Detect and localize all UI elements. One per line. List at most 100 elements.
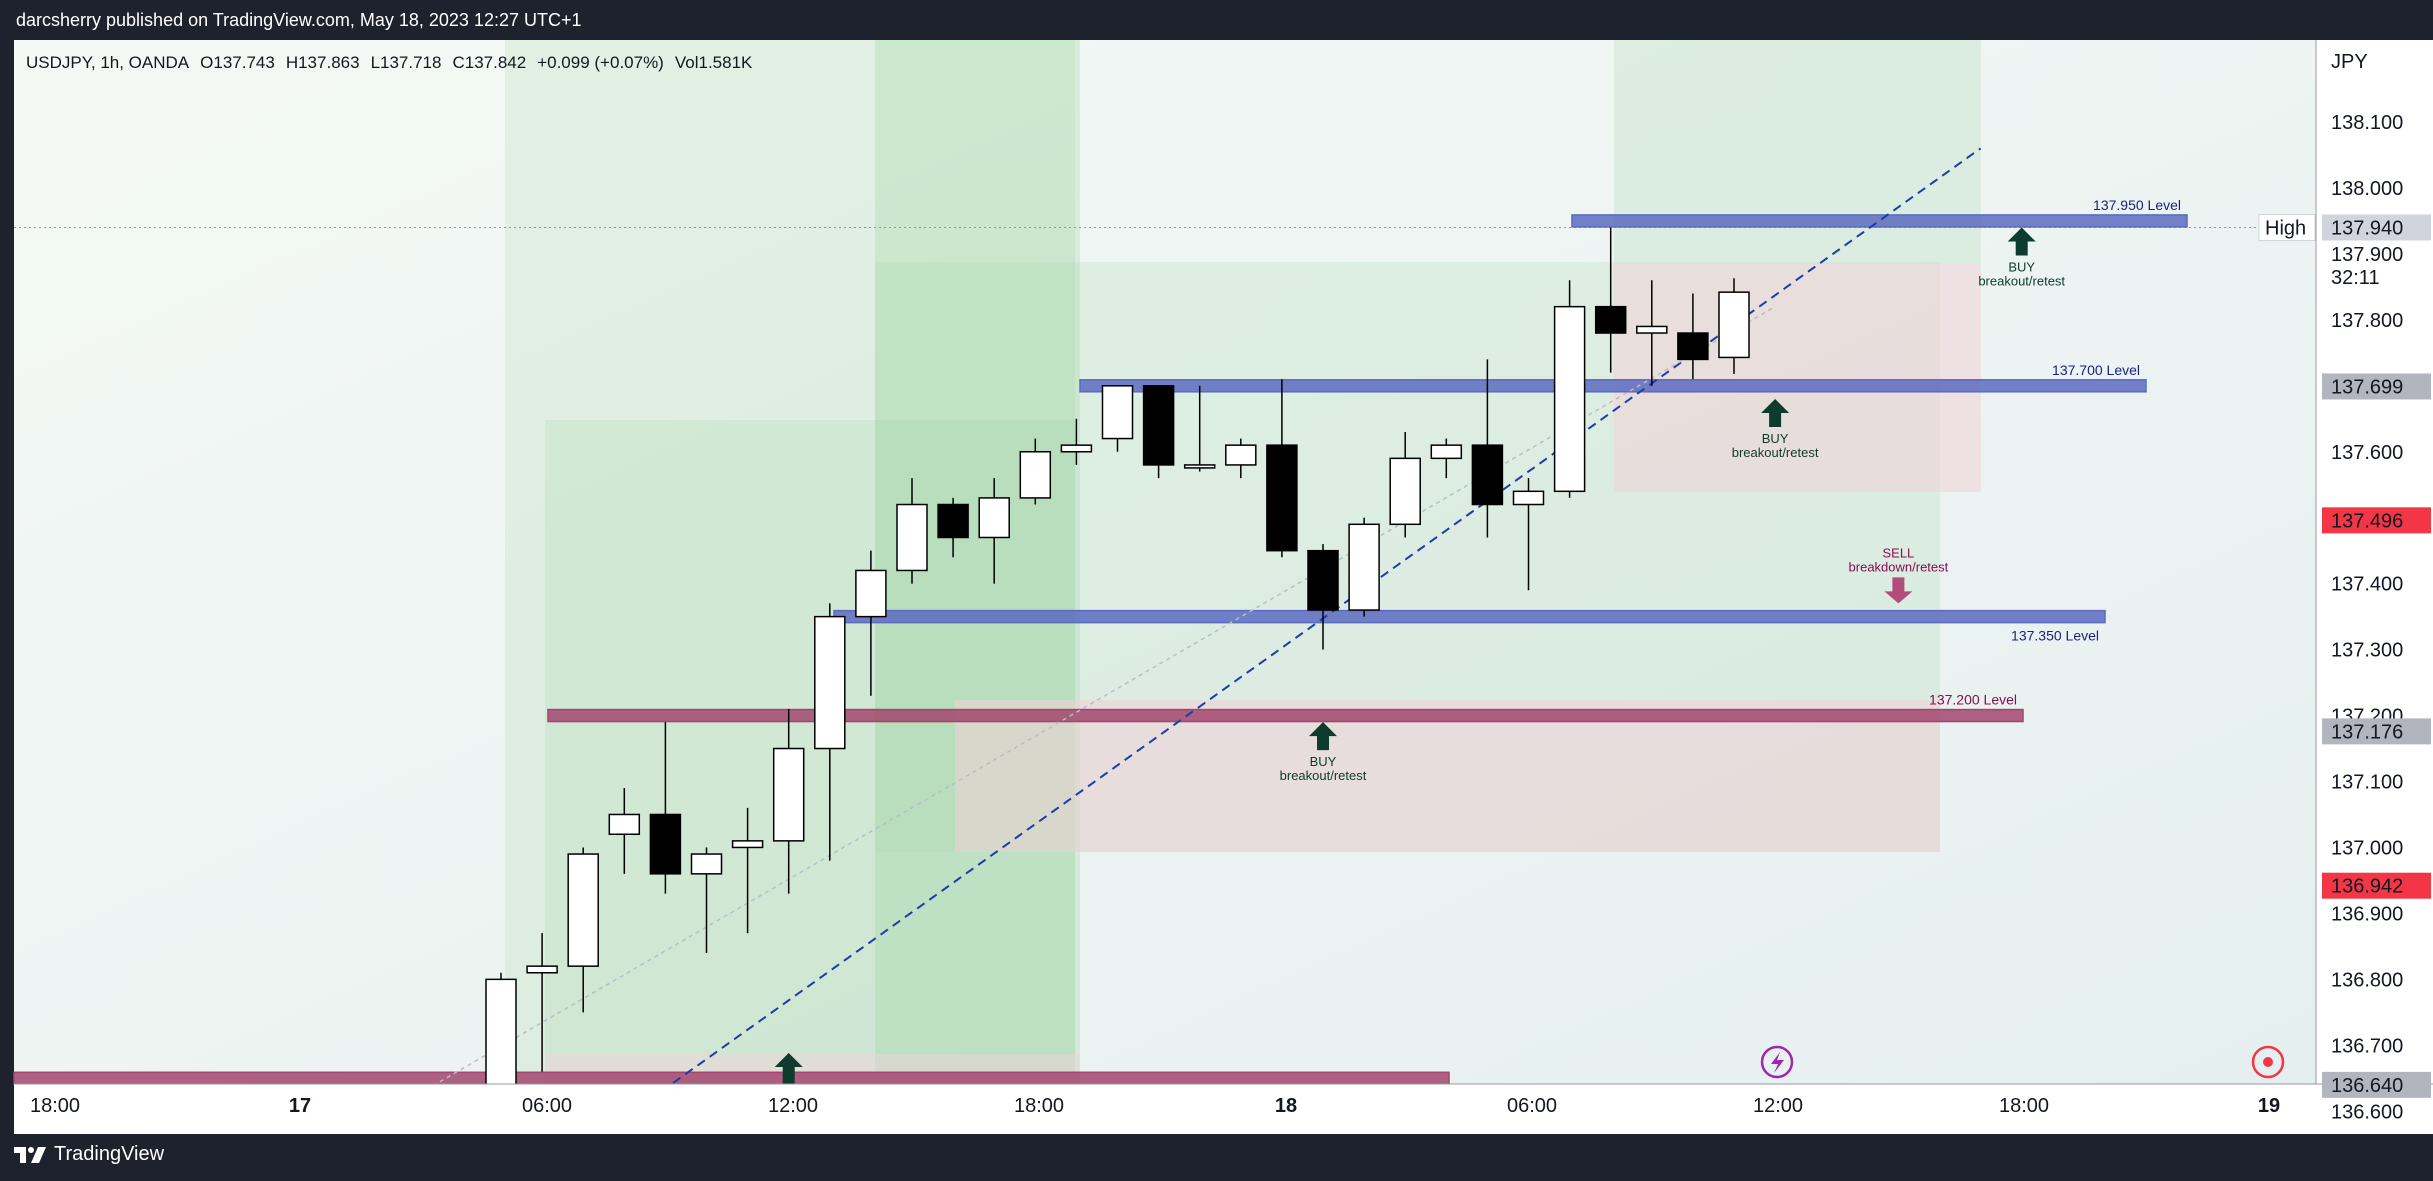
candle-body [1142, 385, 1175, 466]
legend-symbol_info: USDJPY, 1h, OANDA [26, 53, 190, 72]
candle [1636, 280, 1668, 386]
candle [1718, 278, 1750, 374]
highlight-zone-4 [1614, 40, 1981, 264]
time-tick: 12:00 [768, 1095, 818, 1117]
header-bar: darcsherry published on TradingView.com,… [0, 0, 2433, 40]
price-label-bg [2322, 373, 2431, 400]
price-label-bg [2322, 507, 2431, 534]
price-tick: 137.000 [2331, 837, 2403, 859]
candle [896, 478, 928, 584]
level-label: 137.700 Level [2052, 362, 2140, 378]
candle-body [1019, 451, 1052, 499]
price-label-text: 136.942 [2331, 876, 2403, 898]
high-tag-bg [2258, 214, 2316, 242]
price-tick: 136.600 [2331, 1101, 2403, 1123]
annotation-title: BUY [1310, 754, 1337, 769]
legend-volume: Vol1.581K [675, 53, 753, 72]
candle [731, 807, 764, 934]
footer-bar [0, 1134, 2433, 1181]
price-label-text: 137.940 [2331, 218, 2403, 240]
price-tick: 137.400 [2331, 574, 2403, 596]
price-tick: 136.900 [2331, 903, 2403, 925]
candle-body [1348, 523, 1380, 611]
annotation-text: breakout/retest [1978, 274, 2065, 289]
price-tick: 137.600 [2331, 442, 2403, 464]
level-line[interactable] [13, 1071, 1450, 1086]
candle [1060, 418, 1093, 465]
annotation-text: breakout/retest [1280, 768, 1367, 783]
price-label-text: 137.176 [2331, 721, 2403, 743]
time-tick: 18:00 [1014, 1095, 1064, 1117]
candle [1471, 359, 1504, 538]
time-tick: 17 [289, 1095, 311, 1117]
price-label-text: 137.496 [2331, 510, 2403, 532]
candle-body [896, 503, 928, 572]
candle [567, 847, 599, 1013]
time-tick: 06:00 [1507, 1095, 1557, 1117]
candle [1183, 385, 1216, 472]
time-tick: 18 [1275, 1095, 1297, 1117]
trendline[interactable] [377, 147, 1982, 1119]
level-label: 137.350 Level [2011, 628, 2099, 644]
candle-body [1307, 549, 1339, 611]
candle [772, 708, 805, 894]
price-label-text: 137.699 [2331, 376, 2403, 398]
candle-body [772, 747, 805, 842]
sell-arrow-icon [1884, 577, 1913, 604]
price-axis[interactable]: JPY 138.100 138.000 137.900 137.800 137.600 13… [2258, 51, 2431, 1123]
level-line[interactable] [1079, 379, 2147, 393]
price-label: 136.640 [2322, 1071, 2431, 1098]
trendline-dashed[interactable] [623, 147, 1982, 1119]
candle [1307, 544, 1339, 650]
level-label: 137.200 Level [1929, 692, 2017, 708]
legend-close: C137.842 [452, 53, 526, 72]
price-tick: 136.800 [2331, 969, 2403, 991]
level-line[interactable] [833, 609, 2106, 624]
candle [1142, 385, 1175, 479]
candle [1225, 438, 1257, 479]
level-lines: 137.950 Level 137.700 Level 137.350 Level 1… [13, 197, 2188, 1105]
annotation-text: breakdown/retest [1849, 559, 1949, 574]
lightning-icon[interactable] [1760, 1045, 1794, 1079]
record-icon[interactable] [2251, 1045, 2285, 1079]
level-line[interactable] [1571, 214, 2188, 228]
trendline-faint [377, 306, 1776, 1119]
candle [1553, 280, 1586, 498]
price-tick: 136.700 [2331, 1035, 2403, 1057]
price-label: 137.699 [2322, 373, 2431, 400]
time-axis[interactable]: 18:00 17 06:00 12:00 18:00 18 06:00 12:00 18:00 1… [30, 1095, 2280, 1117]
currency-label: JPY [2331, 51, 2368, 73]
candle-body [1718, 291, 1750, 359]
legend-high: H137.863 [286, 53, 360, 72]
highlight-zone-5 [1614, 264, 1981, 492]
annotations: BUYbreakout/retestBUYbreakout/retestSELL… [774, 227, 2065, 1084]
price-tick: 138.000 [2331, 178, 2403, 200]
footer-brand: TradingView [54, 1143, 165, 1165]
price-tick: 137.100 [2331, 772, 2403, 794]
candle [1512, 478, 1545, 591]
candle [1266, 379, 1298, 558]
time-tick: 06:00 [522, 1095, 572, 1117]
price-label: 137.176 [2322, 718, 2431, 745]
legend-low: L137.718 [371, 53, 442, 72]
chart-background [14, 40, 2316, 1084]
candle-body [1636, 325, 1668, 334]
tradingview-logo[interactable]: TradingView [14, 1143, 164, 1166]
high-tag: High [2258, 214, 2316, 242]
high-tag-text: High [2265, 218, 2306, 240]
price-label-bg [2322, 214, 2431, 241]
candle-body [1266, 444, 1298, 552]
candle [978, 478, 1010, 584]
candle [814, 603, 846, 861]
level-line[interactable] [547, 708, 2024, 723]
candle-body [1060, 444, 1093, 453]
price-tick: 137.800 [2331, 310, 2403, 332]
price-axis-bg [2316, 40, 2433, 1084]
price-label: 137.940 [2322, 214, 2431, 241]
legend-change: +0.099 (+0.07%) [537, 53, 664, 72]
